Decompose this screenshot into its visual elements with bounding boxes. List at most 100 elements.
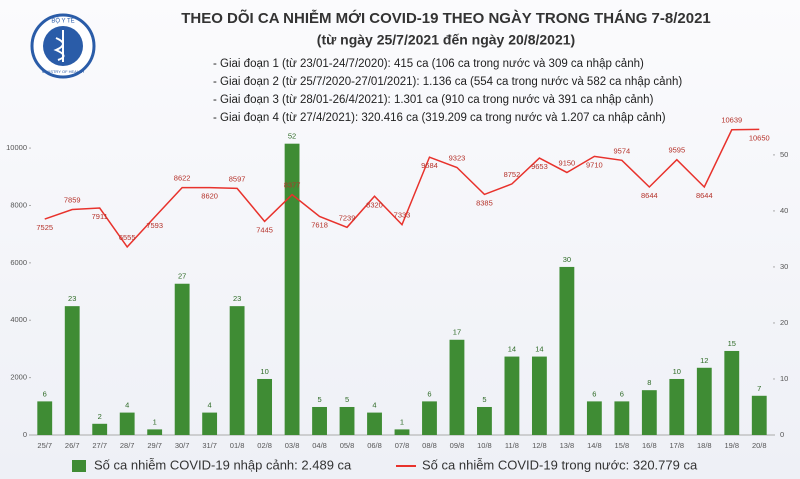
bar [92, 423, 108, 435]
x-tick-label: 04/8 [312, 441, 327, 450]
bar [119, 412, 135, 435]
x-tick-label: 09/8 [450, 441, 465, 450]
line-label: 7593 [146, 221, 163, 230]
bar-label: 52 [288, 132, 296, 141]
bar [339, 406, 355, 435]
x-tick-label: 27/7 [92, 441, 107, 450]
x-tick-label: 14/8 [587, 441, 602, 450]
bar-label: 23 [233, 294, 241, 303]
bar [531, 356, 547, 435]
y-tick-label: 8000 [10, 200, 27, 209]
line-label: 8622 [174, 174, 191, 183]
x-tick-label: 15/8 [615, 441, 630, 450]
bar [724, 350, 740, 435]
logo-top: BỘ Y TẾ [51, 18, 74, 25]
line-label: 9684 [421, 161, 438, 170]
x-tick-label: 11/8 [505, 441, 519, 450]
y2-tick-label: 40 [780, 206, 788, 215]
x-tick-label: 10/8 [477, 441, 492, 450]
logo: BỘ Y TẾ MINISTRY OF HEALTH [30, 13, 96, 79]
line-label: 8620 [201, 192, 218, 201]
bar-label: 6 [427, 389, 431, 398]
x-tick-label: 18/8 [697, 441, 712, 450]
x-tick-label: 16/8 [642, 441, 657, 450]
logo-bottom: MINISTRY OF HEALTH [42, 69, 84, 74]
y-tick-label: 0 [23, 430, 27, 439]
bar-label: 10 [260, 367, 268, 376]
line-label: 8385 [476, 198, 493, 207]
bar [174, 283, 190, 435]
annotation: - Giai đoạn 1 (từ 23/01-24/7/2020): 415 … [213, 58, 644, 70]
bar [147, 429, 163, 435]
bar-label: 14 [508, 345, 516, 354]
line-label: 8752 [504, 170, 521, 179]
bar-label: 5 [317, 395, 321, 404]
line-label: 9323 [449, 153, 466, 162]
line-label: 7618 [311, 220, 328, 229]
x-tick-label: 17/8 [670, 441, 685, 450]
bar [641, 390, 657, 435]
x-tick-label: 06/8 [367, 441, 382, 450]
annotation: - Giai đoạn 3 (từ 28/01-26/4/2021): 1.30… [213, 94, 654, 106]
bar-label: 30 [563, 255, 571, 264]
bar [229, 306, 245, 435]
bar-label: 4 [208, 401, 212, 410]
x-tick-label: 07/8 [395, 441, 410, 450]
bar-label: 14 [535, 345, 543, 354]
line-label: 8320 [366, 200, 383, 209]
y2-tick-label: 30 [780, 262, 788, 271]
bar-label: 6 [592, 389, 596, 398]
bar-label: 2 [98, 412, 102, 421]
bar [284, 143, 300, 435]
x-tick-label: 03/8 [285, 441, 300, 450]
bar-label: 6 [43, 389, 47, 398]
x-tick-label: 02/8 [257, 441, 272, 450]
x-tick-label: 26/7 [65, 441, 80, 450]
logo-emblem [53, 30, 65, 62]
bar [202, 412, 218, 435]
bar-label: 15 [728, 339, 736, 348]
y-tick-label: 2000 [10, 373, 27, 382]
y2-tick-label: 20 [780, 318, 788, 327]
annotation: - Giai đoạn 2 (từ 25/7/2020-27/01/2021):… [213, 76, 682, 88]
bar [559, 266, 575, 435]
line [44, 128, 760, 249]
x-tick-label: 30/7 [175, 441, 190, 450]
x-tick-label: 01/8 [230, 441, 245, 450]
x-tick-label: 19/8 [724, 441, 739, 450]
bar [64, 306, 80, 435]
bar-label: 23 [68, 294, 76, 303]
bar-label: 5 [345, 395, 349, 404]
x-tick-label: 05/8 [340, 441, 355, 450]
line-label: 9150 [559, 158, 576, 167]
bar [257, 378, 273, 435]
chart-subtitle: (từ ngày 25/7/2021 đến ngày 20/8/2021) [317, 32, 575, 48]
line-label: 9653 [531, 162, 548, 171]
x-tick-label: 25/7 [37, 441, 52, 450]
bar-label: 4 [372, 401, 376, 410]
line-label: 8377 [284, 181, 301, 190]
bar [751, 395, 767, 435]
x-tick-label: 13/8 [560, 441, 575, 450]
line-label: 9595 [668, 146, 685, 155]
legend-label: Số ca nhiễm COVID-19 trong nước: 320.779… [422, 457, 698, 472]
line-label: 7445 [256, 225, 273, 234]
y-tick-label: 10000 [6, 143, 27, 152]
bar [614, 401, 630, 435]
bar-label: 12 [700, 356, 708, 365]
y-tick-label: 4000 [10, 315, 27, 324]
bar-label: 6 [620, 389, 624, 398]
line-label: 7239 [339, 213, 356, 222]
bar [422, 401, 437, 435]
bar-label: 10 [673, 367, 681, 376]
line-label: 6555 [119, 233, 136, 242]
x-tick-label: 28/7 [120, 441, 135, 450]
bar [696, 367, 712, 435]
line-label: 10639 [721, 116, 742, 125]
bar-label: 4 [125, 401, 129, 410]
legend-swatch [72, 460, 86, 472]
bar-label: 8 [647, 378, 651, 387]
line-label: 7859 [64, 195, 81, 204]
y2-tick-label: 0 [780, 430, 784, 439]
